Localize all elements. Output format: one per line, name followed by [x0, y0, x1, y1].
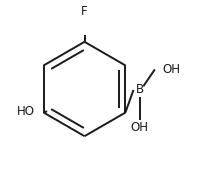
- Text: OH: OH: [162, 63, 180, 76]
- Text: OH: OH: [131, 121, 149, 134]
- Text: HO: HO: [17, 105, 35, 118]
- Text: F: F: [81, 5, 88, 18]
- Text: B: B: [136, 83, 144, 96]
